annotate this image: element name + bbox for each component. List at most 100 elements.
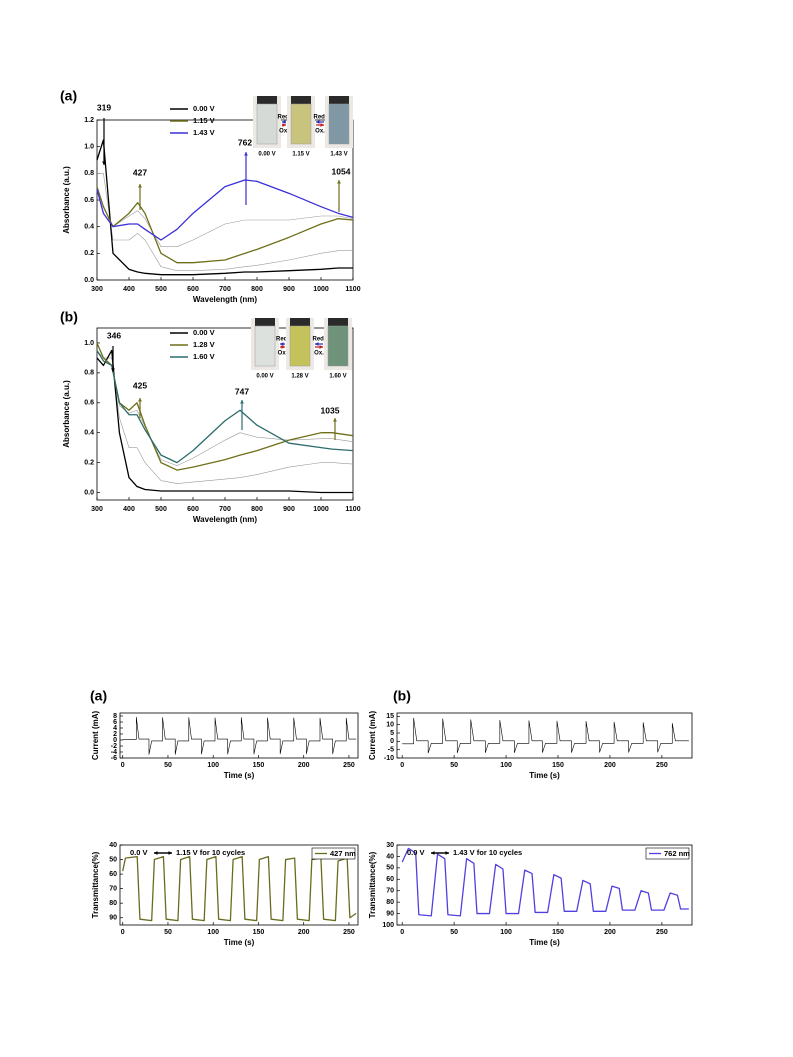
y-tick-label: 50 xyxy=(109,856,117,863)
x-tick-label: 1100 xyxy=(345,506,360,513)
data-line xyxy=(96,350,354,466)
annotation: 747 xyxy=(235,386,249,396)
y-tick-label: 0.4 xyxy=(84,224,94,231)
reduce-label: Red. xyxy=(277,115,290,121)
x-tick-label: 250 xyxy=(656,762,668,769)
x-tick-label: 700 xyxy=(219,286,231,293)
legend-label: 1.60 V xyxy=(193,352,215,361)
y-tick-label: -5 xyxy=(388,747,394,754)
legend-label: 0.00 V xyxy=(193,104,215,113)
legend-label: 1.28 V xyxy=(193,340,215,349)
x-tick-label: 50 xyxy=(164,929,172,936)
y-axis-title: Absorbance (a.u.) xyxy=(62,166,71,234)
arrow-head xyxy=(319,345,323,349)
data-line xyxy=(96,179,354,241)
arrow-head xyxy=(316,120,320,124)
arrow-head xyxy=(337,180,341,184)
legend-label: 1.15 V xyxy=(193,116,215,125)
x-tick-label: 100 xyxy=(500,929,512,936)
x-tick-label: 200 xyxy=(298,929,310,936)
vial xyxy=(290,103,312,145)
x-axis-title: Wavelength (nm) xyxy=(193,295,257,304)
y-axis-title: Absorbance (a.u.) xyxy=(62,380,71,448)
vial-label: 1.43 V xyxy=(330,152,347,158)
vial-label: 1.15 V xyxy=(292,152,309,158)
y-tick-label: 0.8 xyxy=(84,370,94,377)
y-tick-label: 40 xyxy=(109,842,117,849)
oxidize-label: Ox. xyxy=(278,351,288,357)
vial-label: 0.00 V xyxy=(256,374,273,380)
vial-label: 1.60 V xyxy=(329,374,346,380)
y-tick-label: 0.2 xyxy=(84,250,94,257)
arrow-head xyxy=(102,161,106,165)
data-line xyxy=(122,716,357,755)
oxidize-label: Ox. xyxy=(315,129,325,135)
plot-frame xyxy=(119,844,359,926)
legend-box xyxy=(311,847,356,860)
y-tick-label: 15 xyxy=(386,713,394,720)
data-line xyxy=(96,186,354,264)
vial xyxy=(289,325,311,367)
data-line xyxy=(122,855,357,922)
x-tick-label: 400 xyxy=(123,286,135,293)
y-tick-label: 60 xyxy=(109,871,117,878)
annotation: 762 xyxy=(238,137,252,147)
annotation: 0.0 V xyxy=(407,848,425,857)
x-tick-label: 250 xyxy=(656,929,668,936)
x-tick-label: 100 xyxy=(500,762,512,769)
x-tick-label: 900 xyxy=(283,286,295,293)
arrow-head xyxy=(282,123,286,127)
plot-frame xyxy=(119,712,359,759)
y-tick-label: 30 xyxy=(386,842,394,849)
x-tick-label: 150 xyxy=(552,929,564,936)
data-line xyxy=(96,349,353,494)
x-tick-label: 200 xyxy=(298,762,310,769)
x-tick-label: 500 xyxy=(155,286,167,293)
annotation: 0.0 V xyxy=(130,848,148,857)
vial xyxy=(254,325,276,367)
y-tick-label: -4 xyxy=(111,749,117,756)
y-axis-title: Transmittance(%) xyxy=(91,851,100,918)
x-tick-label: 150 xyxy=(552,762,564,769)
vial-cap xyxy=(329,96,349,104)
y-tick-label: 0.2 xyxy=(84,459,94,466)
annotation: 427 xyxy=(133,167,147,177)
x-tick-label: 50 xyxy=(450,762,458,769)
x-tick-label: 250 xyxy=(343,929,355,936)
legend-label: 762 nm xyxy=(664,849,690,858)
x-tick-label: 400 xyxy=(123,506,135,513)
x-tick-label: 100 xyxy=(207,929,219,936)
y-tick-label: 90 xyxy=(386,910,394,917)
y-tick-label: 80 xyxy=(386,899,394,906)
x-tick-label: 800 xyxy=(251,506,263,513)
x-tick-label: 50 xyxy=(450,929,458,936)
y-tick-label: 6 xyxy=(113,719,117,726)
arrow-head xyxy=(315,342,319,346)
arrow-head xyxy=(282,120,286,124)
y-tick-label: 0.0 xyxy=(84,489,94,496)
y-tick-label: 8 xyxy=(113,713,117,720)
arrow-head xyxy=(431,851,435,855)
vial-cap xyxy=(328,318,348,326)
y-axis-title: Transmittance(%) xyxy=(368,851,377,918)
x-tick-label: 0 xyxy=(400,929,404,936)
plot-frame xyxy=(396,712,693,759)
y-tick-label: 2 xyxy=(113,731,117,738)
x-tick-label: 800 xyxy=(251,286,263,293)
arrow-head xyxy=(320,123,324,127)
y-tick-label: 60 xyxy=(386,876,394,883)
arrow-head xyxy=(154,851,158,855)
x-tick-label: 1000 xyxy=(313,506,329,513)
y-tick-label: -10 xyxy=(384,755,394,762)
x-tick-label: 500 xyxy=(155,506,167,513)
vial xyxy=(328,103,350,145)
x-tick-label: 600 xyxy=(187,286,199,293)
x-tick-label: 600 xyxy=(187,506,199,513)
y-tick-label: 0.8 xyxy=(84,170,94,177)
panel-label: (a) xyxy=(90,688,107,704)
vial-cap xyxy=(291,96,311,104)
annotation: 1.15 V for 10 cycles xyxy=(176,848,245,857)
vial xyxy=(256,103,278,145)
arrow-head xyxy=(333,418,337,422)
